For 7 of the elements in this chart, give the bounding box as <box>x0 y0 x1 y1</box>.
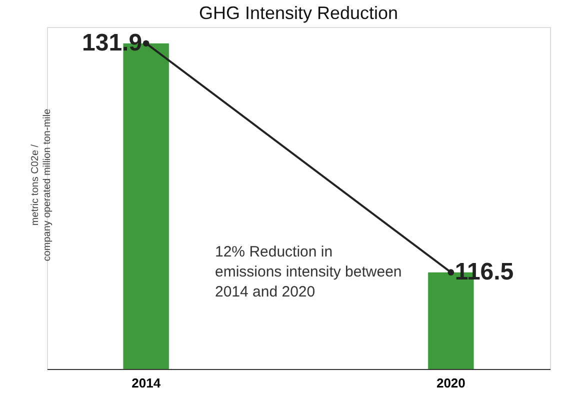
y-axis-title: metric tons C02e / company operated million ton-mile <box>30 108 53 262</box>
x-tick-label: 2020 <box>436 376 466 390</box>
annotation: 12% Reduction in emissions intensity between 2014 and 2020 <box>215 243 402 300</box>
x-tick-label: 2014 <box>132 376 162 390</box>
data-label: 116.5 <box>454 258 514 286</box>
data-label: 131.9 <box>82 29 142 56</box>
chart-title: GHG Intensity Reduction <box>198 3 398 23</box>
